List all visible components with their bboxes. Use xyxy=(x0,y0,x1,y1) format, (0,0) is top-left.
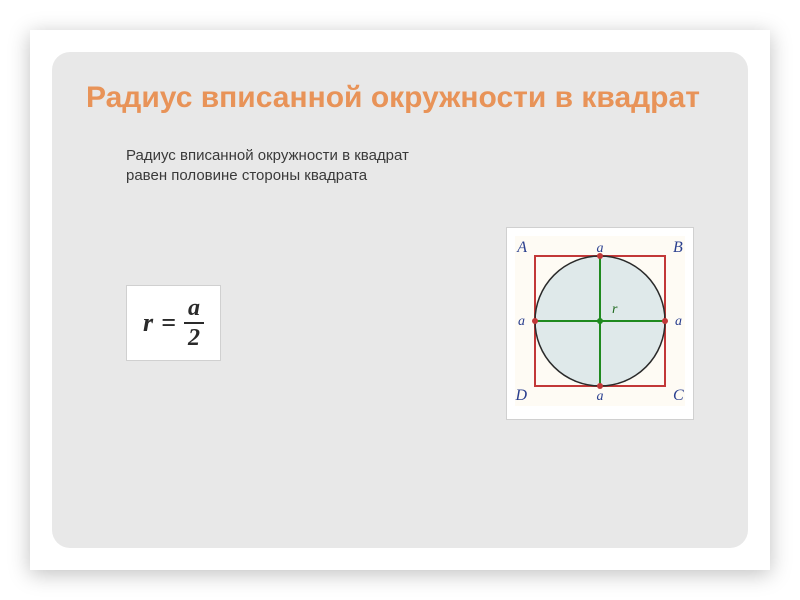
svg-text:A: A xyxy=(516,239,527,256)
svg-text:C: C xyxy=(673,387,684,404)
content-row: r = a 2 A B D Ca a a a r xyxy=(126,227,694,420)
diagram-box: A B D Ca a a a r xyxy=(506,227,694,420)
inscribed-circle-diagram: A B D Ca a a a r xyxy=(515,236,685,406)
slide-content: Радиус вписанной окружности в квадрат Ра… xyxy=(52,52,748,548)
slide-title: Радиус вписанной окружности в квадрат xyxy=(86,80,714,116)
formula-numerator: a xyxy=(184,296,204,322)
svg-text:a: a xyxy=(518,314,525,329)
formula-fraction: a 2 xyxy=(184,296,204,350)
formula-lhs: r xyxy=(143,308,153,338)
formula: r = a 2 xyxy=(143,296,204,350)
svg-text:a: a xyxy=(597,389,604,404)
formula-denominator: 2 xyxy=(184,322,204,350)
svg-text:B: B xyxy=(673,239,683,256)
svg-text:r: r xyxy=(612,302,618,317)
svg-text:D: D xyxy=(515,387,527,404)
formula-eq: = xyxy=(161,308,176,338)
svg-text:a: a xyxy=(675,314,682,329)
slide-card: Радиус вписанной окружности в квадрат Ра… xyxy=(30,30,770,570)
body-text: Радиус вписанной окружности в квадрат ра… xyxy=(126,146,426,187)
formula-box: r = a 2 xyxy=(126,285,221,361)
svg-text:a: a xyxy=(597,241,604,256)
